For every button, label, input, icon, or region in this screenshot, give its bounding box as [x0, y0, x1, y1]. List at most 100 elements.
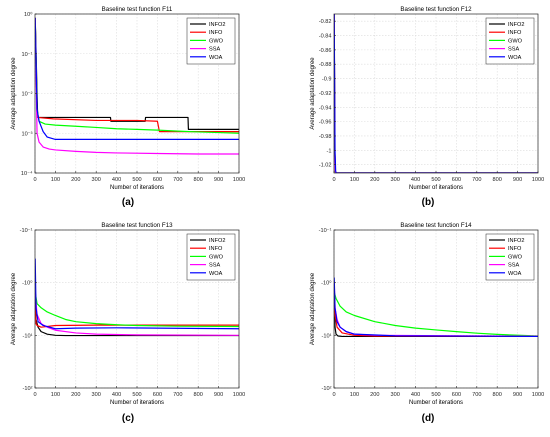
x-tick-label: 600 — [153, 392, 162, 398]
x-tick-label: 600 — [452, 177, 461, 183]
panel-label: (b) — [422, 197, 435, 208]
x-tick-label: 300 — [92, 177, 101, 183]
y-tick-label: 10⁻³ — [21, 131, 32, 137]
x-tick-label: 500 — [132, 392, 141, 398]
y-tick-label: -0.84 — [319, 34, 332, 40]
legend-label: INFO — [508, 30, 522, 36]
x-tick-label: 0 — [332, 392, 335, 398]
legend-label: GWO — [508, 254, 523, 260]
y-tick-label: 10⁰ — [24, 11, 33, 18]
y-tick-label: 10⁻¹ — [21, 52, 32, 58]
series-line-woa — [35, 258, 239, 330]
x-tick-label: 400 — [411, 177, 420, 183]
y-tick-label: -10⁰ — [22, 280, 33, 287]
legend-label: WOA — [209, 55, 223, 61]
y-axis-label: Average adaptation degree — [11, 57, 17, 130]
legend-label: INFO2 — [209, 238, 225, 244]
series-group — [35, 258, 239, 337]
y-tick-label: -0.94 — [319, 105, 332, 111]
x-tick-label: 600 — [452, 392, 461, 398]
series-line-woa — [334, 14, 538, 173]
x-axis-label: Number of iterations — [110, 185, 164, 191]
chart-panel-1: 0 100 200 300 400 500 600 700 800 900 1000 10⁰ 10⁻¹ 1… — [11, 6, 245, 208]
legend-label: SSA — [209, 47, 220, 53]
x-tick-label: 300 — [391, 177, 400, 183]
y-tick-label: -10⁰ — [321, 280, 332, 287]
legend-label: GWO — [209, 254, 224, 260]
series-group — [334, 14, 538, 173]
x-tick-label: 100 — [51, 177, 60, 183]
series-line-gwo — [35, 17, 239, 134]
chart-panel-3: 0 100 200 300 400 500 600 700 800 900 1000 -10⁻¹ -10… — [11, 222, 245, 424]
x-tick-label: 0 — [33, 392, 36, 398]
y-tick-label: -1 — [327, 148, 332, 154]
series-line-gwo — [334, 291, 538, 337]
x-tick-label: 900 — [513, 392, 522, 398]
chart-panel-2: 0 100 200 300 400 500 600 700 800 900 1000 -0.82 -0.… — [310, 6, 544, 208]
series-line-info — [334, 282, 538, 338]
y-tick-label: -0.98 — [319, 134, 332, 140]
legend-label: WOA — [209, 271, 223, 277]
y-tick-label: -0.92 — [319, 91, 332, 97]
y-tick-label: -0.86 — [319, 48, 332, 54]
chart-title: Baseline test function F11 — [102, 6, 173, 13]
legend: INFO2 INFO GWO SSA WOA — [485, 17, 535, 65]
x-tick-label: 1000 — [532, 392, 544, 398]
y-tick-label: 10⁻² — [21, 92, 32, 98]
y-tick-label: -0.96 — [319, 120, 332, 126]
x-tick-label: 1000 — [532, 177, 544, 183]
x-tick-label: 300 — [92, 392, 101, 398]
x-tick-label: 800 — [493, 392, 502, 398]
x-tick-label: 300 — [391, 392, 400, 398]
y-tick-label: -10² — [23, 386, 33, 392]
x-tick-label: 200 — [370, 177, 379, 183]
x-tick-label: 500 — [132, 177, 141, 183]
legend-label: SSA — [209, 263, 220, 269]
x-tick-label: 700 — [173, 177, 182, 183]
x-tick-label: 200 — [370, 392, 379, 398]
chart-panel-4: 0 100 200 300 400 500 600 700 800 900 1000 -10⁻¹ -10… — [310, 222, 544, 424]
x-tick-label: 100 — [51, 392, 60, 398]
chart-title: Baseline test function F14 — [400, 222, 472, 229]
y-tick-label: -10¹ — [322, 333, 332, 339]
x-tick-label: 400 — [112, 177, 121, 183]
chart-title: Baseline test function F13 — [101, 222, 173, 229]
x-tick-label: 1000 — [233, 177, 245, 183]
y-tick-label: -10⁻¹ — [319, 228, 332, 234]
y-tick-label: -0.88 — [319, 62, 332, 68]
x-tick-label: 900 — [214, 177, 223, 183]
x-tick-label: 600 — [153, 177, 162, 183]
x-tick-label: 200 — [71, 392, 80, 398]
x-tick-label: 800 — [194, 177, 203, 183]
y-axis-label: Average adaptation degree — [310, 57, 316, 130]
legend-label: INFO2 — [508, 238, 524, 244]
legend-label: GWO — [508, 38, 523, 44]
series-group — [334, 277, 538, 338]
panel-label: (a) — [122, 197, 134, 208]
x-tick-label: 900 — [513, 177, 522, 183]
legend: INFO2 INFO GWO SSA WOA — [186, 17, 236, 65]
x-tick-label: 700 — [472, 177, 481, 183]
legend: INFO2 INFO GWO SSA WOA — [485, 233, 535, 281]
x-tick-label: 200 — [71, 177, 80, 183]
panel-label: (d) — [422, 413, 435, 424]
series-line-ssa — [35, 17, 239, 155]
panel-label: (c) — [122, 413, 134, 424]
y-tick-label: -10⁻¹ — [20, 228, 33, 234]
legend-label: GWO — [209, 38, 224, 44]
legend-label: WOA — [508, 55, 522, 61]
x-tick-label: 400 — [411, 392, 420, 398]
x-tick-label: 400 — [112, 392, 121, 398]
y-axis-label: Average adaptation degree — [11, 272, 17, 345]
x-tick-label: 1000 — [233, 392, 245, 398]
series-line-gwo — [35, 291, 239, 328]
legend-label: SSA — [508, 47, 519, 53]
y-tick-label: -1.02 — [319, 163, 332, 169]
x-axis-label: Number of iterations — [409, 185, 463, 191]
series-line-ssa — [35, 291, 239, 336]
chart-title: Baseline test function F12 — [400, 6, 472, 13]
y-tick-label: -0.9 — [322, 77, 332, 83]
y-tick-label: 10⁻⁴ — [21, 170, 33, 177]
y-tick-label: -10² — [322, 386, 332, 392]
x-tick-label: 0 — [33, 177, 36, 183]
